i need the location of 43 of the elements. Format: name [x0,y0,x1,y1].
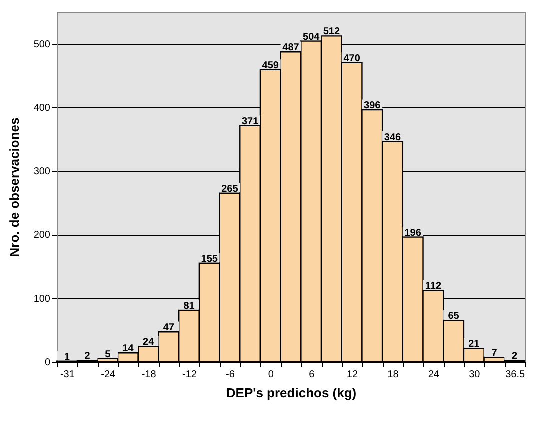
data-label: 81 [184,300,196,312]
x-tick-label: -31 [60,370,76,380]
data-label: 459 [262,60,280,72]
data-label: 265 [222,184,239,195]
data-label: 21 [468,339,480,350]
data-label: 24 [143,337,155,348]
data-label: 1 [64,352,70,363]
data-label: 155 [201,254,218,265]
data-label: 112 [425,281,442,292]
data-label: 7 [492,348,498,360]
x-tick-label: -12 [182,370,198,380]
x-tick-label: 18 [388,370,400,380]
x-tick-label: 30 [469,370,481,380]
x-tick-label: 6 [309,370,316,380]
data-label: 47 [163,322,175,334]
data-label: 2 [84,351,91,362]
x-tick-label: -6 [226,370,236,380]
data-label: 5 [105,349,112,360]
data-label: 2 [512,351,518,362]
data-label: 196 [404,228,422,239]
y-axis-title: Nro. de observaciones [6,118,22,258]
y-tick-label: 0 [44,358,51,368]
data-label: 504 [303,32,320,43]
x-axis-title: DEP's predichos (kg) [226,386,357,400]
data-label: 512 [323,26,340,38]
x-tick-label: 12 [346,370,359,380]
x-tick-label: 36.5 [506,370,526,380]
x-tick-label: 0 [268,370,274,380]
data-label: 487 [282,42,300,54]
y-tick-label: 300 [34,166,51,178]
data-label: 346 [384,132,402,144]
y-tick-label: 400 [34,102,51,114]
data-label: 371 [242,116,260,128]
y-tick-label: 200 [34,230,51,242]
data-label: 470 [344,53,361,64]
x-tick-label: -24 [101,370,116,380]
x-tick-label: -18 [142,370,157,380]
data-label: 65 [448,311,460,322]
x-tick-label: 24 [428,370,440,380]
data-label: 14 [122,344,134,355]
y-tick-label: 500 [34,39,51,50]
y-tick-label: 100 [34,294,51,305]
data-label: 396 [364,100,382,112]
